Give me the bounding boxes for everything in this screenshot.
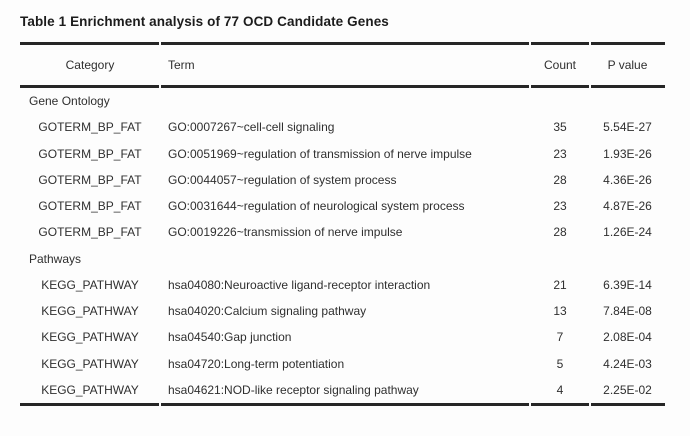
column-header-count: Count [543, 58, 577, 72]
pvalue-cell: 4.87E-26 [603, 199, 652, 214]
enrichment-table: Category Term Count P value Gene Ontolog… [20, 42, 665, 406]
count-cell: 13 [553, 304, 567, 319]
table-bottom-rule [20, 403, 665, 406]
term-cell: hsa04020:Calcium signaling pathway [168, 304, 367, 319]
pvalue-cell: 7.84E-08 [603, 304, 652, 319]
term-cell: hsa04540:Gap junction [168, 330, 292, 345]
pvalue-cell: 1.26E-24 [603, 225, 652, 240]
column-header-term: Term [168, 58, 195, 72]
category-cell: KEGG_PATHWAY [41, 330, 139, 345]
term-cell: GO:0031644~regulation of neurological sy… [168, 199, 465, 214]
category-cell: GOTERM_BP_FAT [38, 146, 142, 161]
column-header-category: Category [65, 58, 115, 72]
category-cell: GOTERM_BP_FAT [38, 225, 142, 240]
category-cell: KEGG_PATHWAY [41, 382, 139, 397]
category-cell: KEGG_PATHWAY [41, 304, 139, 319]
term-cell: GO:0051969~regulation of transmission of… [168, 146, 472, 161]
table-grid: Category Term Count P value Gene Ontolog… [20, 42, 665, 406]
pvalue-cell: 5.54E-27 [603, 120, 652, 135]
pvalue-cell: 1.93E-26 [603, 146, 652, 161]
column-header-pvalue: P value [607, 58, 648, 72]
term-cell: GO:0007267~cell-cell signaling [168, 120, 335, 135]
term-cell: hsa04720:Long-term potentiation [168, 356, 345, 371]
pvalue-cell: 2.25E-02 [603, 382, 652, 397]
section-header-pathways: Pathways [29, 251, 82, 266]
table-title: Table 1 Enrichment analysis of 77 OCD Ca… [20, 14, 389, 29]
count-cell: 21 [553, 277, 567, 292]
table-header-rule [20, 85, 665, 88]
term-cell: hsa04621:NOD-like receptor signaling pat… [168, 382, 419, 397]
category-cell: GOTERM_BP_FAT [38, 120, 142, 135]
count-cell: 28 [553, 225, 567, 240]
category-cell: GOTERM_BP_FAT [38, 199, 142, 214]
term-cell: hsa04080:Neuroactive ligand-receptor int… [168, 277, 431, 292]
count-cell: 7 [556, 330, 564, 345]
category-cell: GOTERM_BP_FAT [38, 172, 142, 187]
term-cell: GO:0019226~transmission of nerve impulse [168, 225, 403, 240]
pvalue-cell: 6.39E-14 [603, 277, 652, 292]
pvalue-cell: 2.08E-04 [603, 330, 652, 345]
table-top-rule [20, 42, 665, 45]
pvalue-cell: 4.24E-03 [603, 356, 652, 371]
count-cell: 23 [553, 199, 567, 214]
section-header-gene-ontology: Gene Ontology [29, 94, 110, 109]
count-cell: 4 [556, 382, 564, 397]
category-cell: KEGG_PATHWAY [41, 356, 139, 371]
count-cell: 23 [553, 146, 567, 161]
pvalue-cell: 4.36E-26 [603, 172, 652, 187]
count-cell: 35 [553, 120, 567, 135]
term-cell: GO:0044057~regulation of system process [168, 172, 397, 187]
count-cell: 28 [553, 172, 567, 187]
category-cell: KEGG_PATHWAY [41, 277, 139, 292]
count-cell: 5 [556, 356, 564, 371]
